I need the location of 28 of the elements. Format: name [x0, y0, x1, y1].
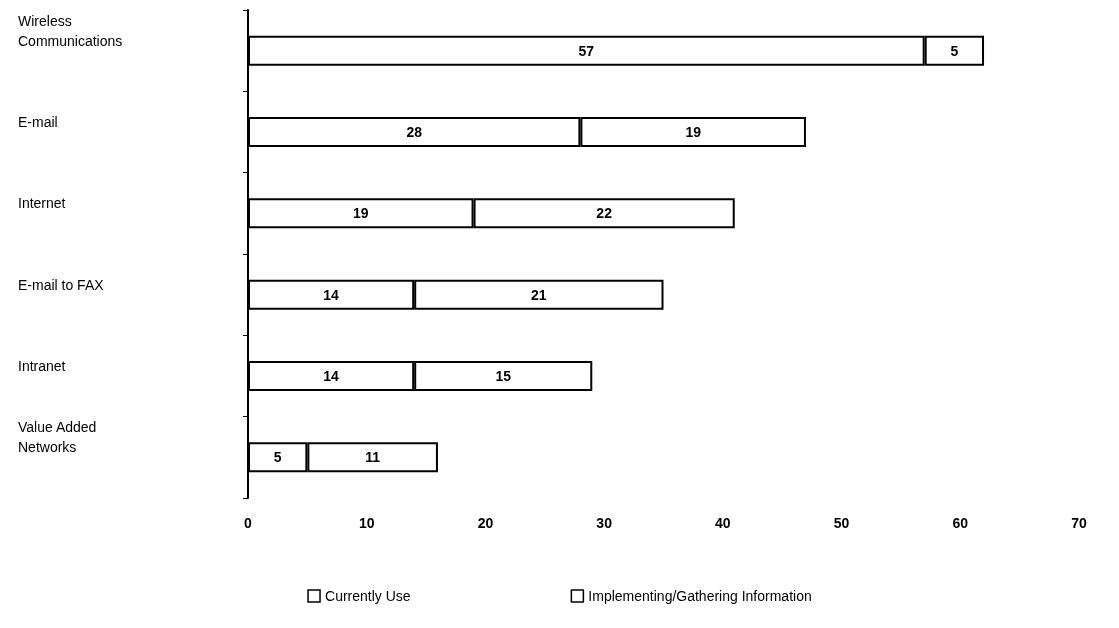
data-label: 21: [531, 286, 547, 303]
x-tick-label: 70: [1071, 515, 1087, 531]
x-tick-label: 0: [244, 515, 253, 531]
y-tick-label: E-mail: [18, 114, 58, 130]
y-tick-label: Wireless Communications: [18, 12, 123, 49]
y-tick-label: Internet: [18, 195, 66, 212]
data-label: 22: [596, 205, 613, 222]
data-label: 5: [273, 449, 282, 466]
data-label: 57: [578, 42, 595, 59]
legend-label: Implementing/Gathering Information: [588, 588, 812, 604]
data-label: 5: [950, 42, 959, 59]
x-tick-label: 40: [715, 515, 731, 531]
y-tick-label: E-mail to FAX: [18, 276, 105, 293]
x-tick-label: 50: [833, 515, 850, 531]
data-label: 14: [323, 286, 340, 303]
legend-label: Currently Use: [325, 588, 411, 604]
data-label: 11: [365, 449, 381, 466]
data-label: 14: [323, 368, 340, 384]
y-tick-label: Value Added Networks: [18, 419, 101, 456]
x-tick-label: 10: [358, 515, 375, 531]
x-tick-label: 30: [596, 515, 613, 531]
data-label: 15: [495, 368, 512, 384]
data-label: 19: [352, 205, 369, 222]
x-tick-label: 20: [477, 515, 494, 531]
data-label: 19: [685, 124, 702, 140]
data-label: 28: [406, 124, 423, 140]
x-tick-label: 60: [952, 515, 969, 531]
y-tick-label: Intranet: [18, 358, 66, 374]
